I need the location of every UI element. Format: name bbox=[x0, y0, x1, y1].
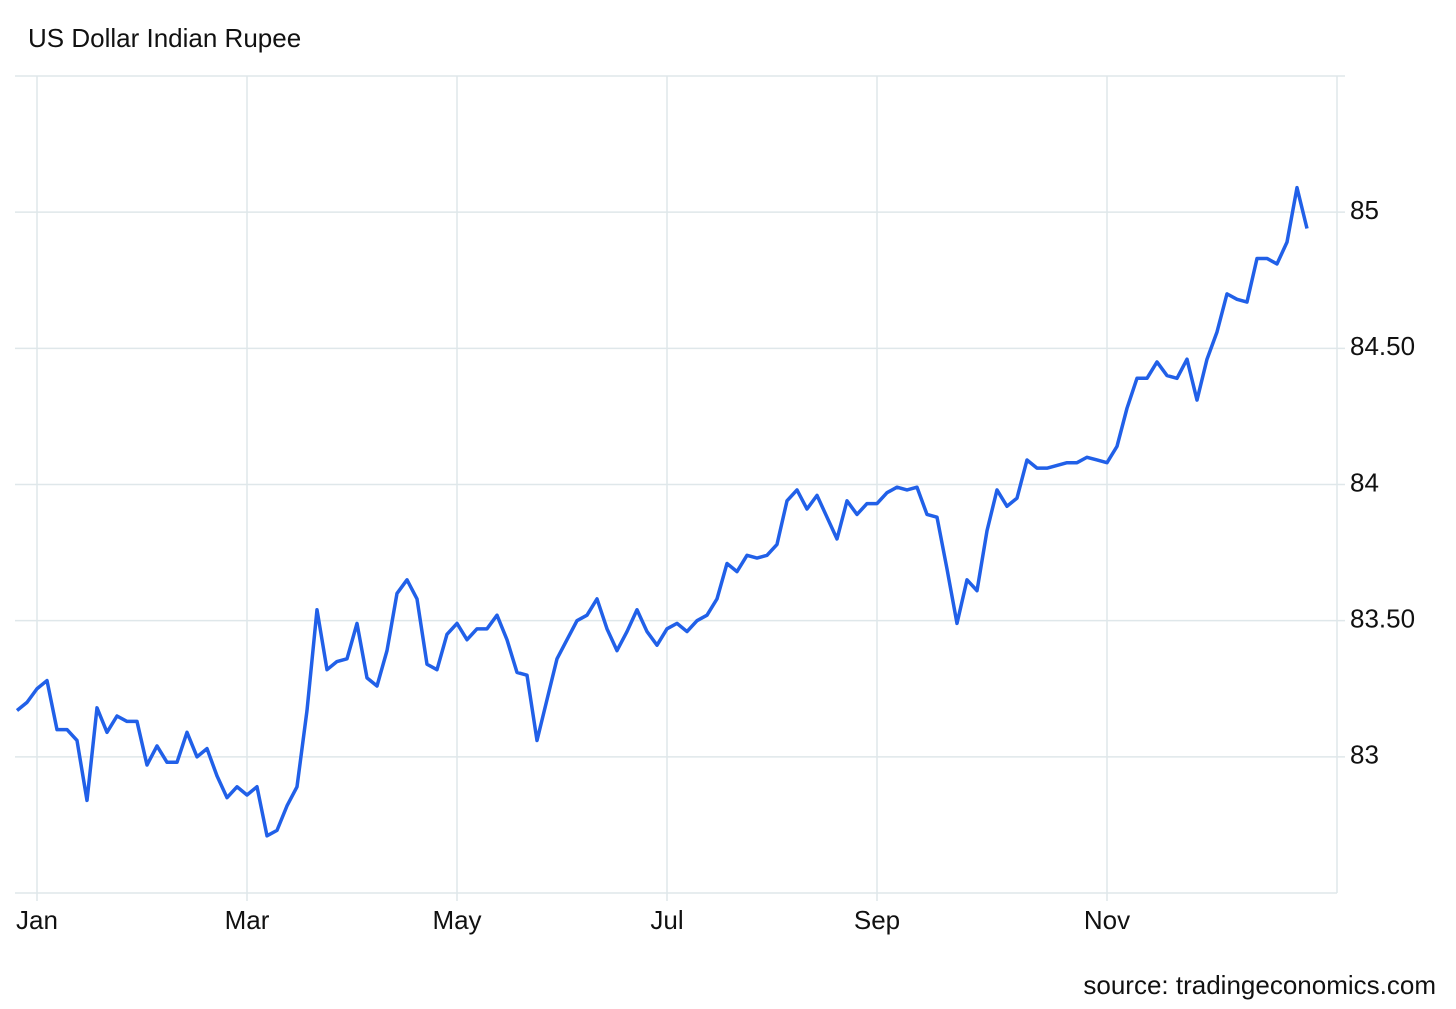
y-tick-label: 83.50 bbox=[1350, 604, 1415, 634]
x-tick-label: Jul bbox=[650, 905, 683, 935]
source: source: tradingeconomics.com bbox=[1083, 970, 1436, 1000]
x-tick-label: Mar bbox=[225, 905, 270, 935]
line-series bbox=[15, 185, 1309, 838]
y-tick-label: 84.50 bbox=[1350, 331, 1415, 361]
x-tick-label: May bbox=[432, 905, 481, 935]
y-tick-label: 84 bbox=[1350, 467, 1379, 497]
y-tick-label: 85 bbox=[1350, 195, 1379, 225]
y-tick-label: 83 bbox=[1350, 740, 1379, 770]
chart-title: US Dollar Indian Rupee bbox=[28, 23, 301, 53]
x-tick-label: Nov bbox=[1084, 905, 1130, 935]
x-tick-label: Jan bbox=[16, 905, 58, 935]
x-tick-label: Sep bbox=[854, 905, 900, 935]
